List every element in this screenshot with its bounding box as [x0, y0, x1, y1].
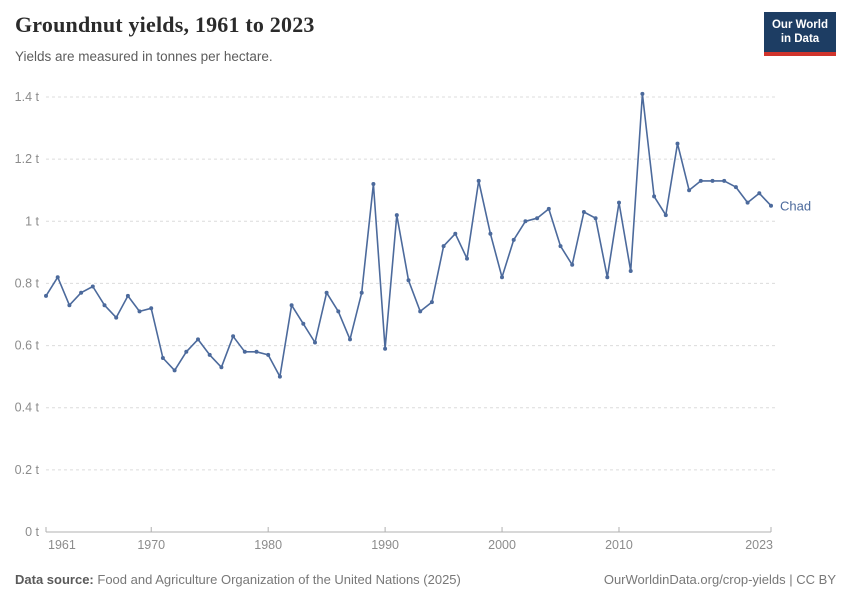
x-axis-tick-label: 1980: [254, 538, 282, 552]
data-point: [277, 374, 282, 379]
data-point: [207, 352, 212, 357]
x-axis-tick-label: 2010: [605, 538, 633, 552]
data-point: [769, 203, 773, 208]
data-point: [593, 216, 598, 221]
owid-logo-line1: Our World: [771, 19, 828, 31]
data-point: [698, 178, 703, 183]
data-point: [546, 206, 551, 211]
data-point: [172, 368, 177, 373]
data-point: [67, 303, 72, 308]
data-point: [44, 293, 48, 298]
y-axis-tick-label: 0.8 t: [15, 276, 40, 290]
x-axis-tick-label: 1970: [137, 538, 165, 552]
data-point: [663, 213, 668, 218]
x-axis-tick-label: 1990: [371, 538, 399, 552]
data-point: [441, 244, 446, 249]
data-point: [640, 91, 645, 96]
source-label: Data source:: [15, 572, 94, 587]
data-point: [465, 256, 469, 261]
data-point: [617, 200, 621, 205]
y-axis-tick-label: 1 t: [25, 214, 39, 228]
data-point: [336, 309, 341, 314]
data-point: [675, 141, 680, 146]
data-point: [301, 321, 306, 326]
data-point: [371, 182, 376, 186]
data-point: [418, 309, 423, 314]
x-axis-tick-label: 2023: [745, 538, 773, 552]
data-point: [348, 337, 352, 342]
data-point: [429, 300, 434, 305]
y-axis-tick-label: 0.2 t: [15, 463, 40, 477]
data-point: [137, 309, 142, 314]
data-point: [710, 178, 715, 183]
series-label-chad: Chad: [780, 198, 811, 213]
data-point: [102, 303, 107, 308]
data-point: [125, 293, 130, 298]
data-point: [511, 237, 516, 242]
data-point: [570, 262, 575, 267]
owid-logo-line2: in Data: [780, 33, 820, 46]
data-point: [219, 365, 224, 370]
data-point: [160, 356, 165, 360]
data-point: [55, 275, 60, 280]
data-point: [628, 269, 633, 273]
data-point: [476, 178, 481, 183]
data-point: [114, 315, 119, 320]
line-chart: 0 t 0.2 t 0.4 t 0.6 t 0.8 t 1 t 1.2 t 1.4 t 1961…: [15, 90, 811, 552]
chart-footer: Data source: Food and Agriculture Organi…: [15, 572, 836, 587]
x-axis-tick-label: 2000: [488, 538, 516, 552]
data-point: [359, 290, 364, 295]
data-point: [523, 219, 528, 224]
data-point: [722, 178, 727, 183]
data-point: [383, 346, 388, 351]
y-axis-tick-label: 1.4 t: [15, 90, 40, 104]
data-point: [394, 213, 399, 218]
data-point: [90, 284, 95, 289]
data-point: [324, 290, 329, 295]
data-point: [406, 278, 411, 283]
data-point: [488, 231, 493, 236]
data-point: [687, 188, 692, 193]
y-axis-tick-label: 0 t: [25, 525, 39, 539]
x-axis-tick-label: 1961: [48, 538, 76, 552]
data-point: [558, 244, 563, 249]
data-point: [733, 185, 738, 190]
data-point: [500, 275, 504, 280]
data-point: [149, 306, 154, 311]
data-point: [79, 290, 84, 295]
y-axis-tick-label: 0.4 t: [15, 401, 40, 415]
data-point: [266, 352, 271, 357]
data-point: [605, 275, 610, 280]
data-point: [289, 303, 294, 308]
data-point: [535, 216, 540, 221]
series-line-chad: [45, 93, 772, 378]
footer-link[interactable]: OurWorldinData.org/crop-yields | CC BY: [603, 572, 836, 587]
data-point: [313, 340, 317, 345]
data-point: [652, 194, 657, 199]
footer-source: Data source: Food and Agriculture Organi…: [15, 572, 461, 587]
data-point: [242, 349, 247, 354]
data-point: [254, 349, 259, 354]
chart-subtitle: Yields are measured in tonnes per hectar…: [15, 49, 273, 64]
source-text: Food and Agriculture Organization of the…: [97, 572, 461, 587]
data-point: [757, 191, 762, 196]
data-point: [184, 349, 189, 354]
y-axis-tick-label: 1.2 t: [15, 152, 40, 166]
data-point: [745, 200, 750, 205]
data-point: [196, 337, 200, 342]
chart-title: Groundnut yields, 1961 to 2023: [15, 12, 315, 37]
data-point: [581, 210, 586, 214]
data-point: [231, 334, 236, 339]
data-point: [453, 231, 458, 236]
owid-logo[interactable]: Our World in Data: [764, 12, 836, 56]
y-axis-tick-label: 0.6 t: [15, 339, 40, 353]
